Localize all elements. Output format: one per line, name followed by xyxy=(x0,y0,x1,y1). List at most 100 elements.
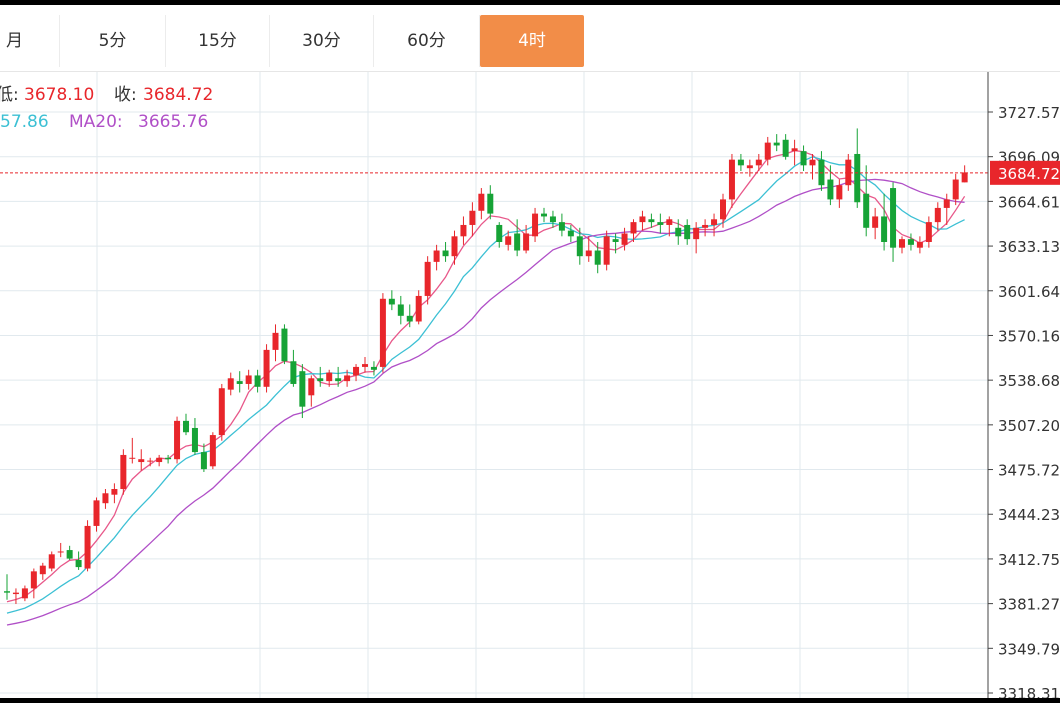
candle-body xyxy=(191,427,198,453)
candle xyxy=(12,588,19,605)
price-axis-label: 3507.20 xyxy=(998,417,1060,435)
candle xyxy=(845,153,852,191)
price-axis-label: 3601.64 xyxy=(998,283,1060,301)
candle xyxy=(272,324,279,362)
candle xyxy=(899,236,905,254)
timeframe-tab-bar: 月 5分 15分 30分 60分 4时 xyxy=(0,5,1060,72)
candle xyxy=(693,222,700,254)
candle-body xyxy=(469,210,476,225)
candle-body xyxy=(836,185,843,200)
candle-body xyxy=(12,592,19,595)
candle-body xyxy=(496,224,503,242)
price-axis-label: 3664.61 xyxy=(998,193,1060,211)
candle-body xyxy=(943,199,950,208)
candle-body xyxy=(66,550,73,559)
candle xyxy=(165,454,172,464)
candle-body xyxy=(308,378,315,396)
candle-body xyxy=(379,298,386,367)
candle xyxy=(809,153,816,180)
candle-body xyxy=(415,295,422,322)
candle xyxy=(603,230,610,271)
candle xyxy=(523,224,530,254)
candle-body xyxy=(93,500,100,526)
candle xyxy=(424,256,431,305)
candle xyxy=(460,216,467,245)
candle-body xyxy=(684,224,691,240)
candle xyxy=(290,349,297,387)
candle-body xyxy=(916,241,923,248)
candle-body xyxy=(666,219,673,225)
candle xyxy=(174,416,181,464)
candle xyxy=(236,371,243,393)
candle-body xyxy=(362,364,368,367)
candle xyxy=(415,290,422,325)
candle xyxy=(800,145,807,172)
candle xyxy=(639,210,646,231)
low-value: 3678.10 xyxy=(24,85,94,105)
candle-body xyxy=(236,381,243,384)
candle-body xyxy=(648,219,655,223)
candle-body xyxy=(934,207,941,223)
candle xyxy=(702,219,709,237)
candle-body xyxy=(621,233,628,245)
candle xyxy=(890,182,897,262)
candle-body xyxy=(899,239,905,248)
candle-body xyxy=(209,435,216,467)
candle-body xyxy=(4,591,10,593)
candle xyxy=(505,230,512,251)
candle-body xyxy=(809,159,816,166)
candle-body xyxy=(370,366,377,370)
candle xyxy=(961,165,968,183)
candle xyxy=(138,449,145,471)
candle xyxy=(4,574,10,600)
ma20-value: 3665.76 xyxy=(138,112,208,132)
low-label: 低: xyxy=(0,85,19,105)
candle xyxy=(612,233,619,254)
tab-60min[interactable]: 60分 xyxy=(374,15,480,67)
tab-15min[interactable]: 15分 xyxy=(166,15,270,67)
candle xyxy=(469,202,476,237)
candle xyxy=(630,219,637,242)
candle xyxy=(48,551,55,572)
price-axis: 3727.573696.093664.613633.133601.643570.… xyxy=(987,72,1060,703)
candle xyxy=(952,173,959,206)
candle-body xyxy=(156,457,163,463)
candle-body xyxy=(675,227,682,237)
tab-30min[interactable]: 30分 xyxy=(270,15,374,67)
candle xyxy=(711,213,718,237)
candle-body xyxy=(451,236,458,257)
candle-body xyxy=(863,193,870,228)
candle-body xyxy=(129,457,136,459)
candle xyxy=(344,369,351,387)
candle xyxy=(549,210,556,228)
candle-body xyxy=(639,216,646,223)
chart-grid xyxy=(0,72,988,698)
ma20-label: MA20: xyxy=(69,112,123,132)
tab-4hour[interactable]: 4时 xyxy=(480,15,584,67)
candle-body xyxy=(460,224,467,237)
candle-body xyxy=(75,559,82,568)
last-price-label: 3684.72 xyxy=(998,165,1060,183)
candle xyxy=(183,413,189,436)
candle-body xyxy=(764,142,771,160)
candle-body xyxy=(102,493,109,504)
ma20-line xyxy=(6,178,965,626)
candle-body xyxy=(925,222,932,242)
candle xyxy=(925,216,932,248)
candle xyxy=(836,179,843,208)
tab-month[interactable]: 月 xyxy=(0,15,60,67)
candle xyxy=(907,233,914,251)
candle xyxy=(585,236,592,262)
candle xyxy=(451,230,458,265)
ma10-line xyxy=(6,156,965,614)
candle-body xyxy=(585,250,592,257)
candle-body xyxy=(782,139,789,157)
price-axis-label: 3570.16 xyxy=(998,327,1060,345)
window-bottom-border xyxy=(0,698,1060,703)
tab-5min[interactable]: 5分 xyxy=(60,15,166,67)
candle-body xyxy=(567,230,574,237)
candle xyxy=(576,227,583,265)
candle-body xyxy=(791,148,798,152)
candle xyxy=(496,222,503,248)
